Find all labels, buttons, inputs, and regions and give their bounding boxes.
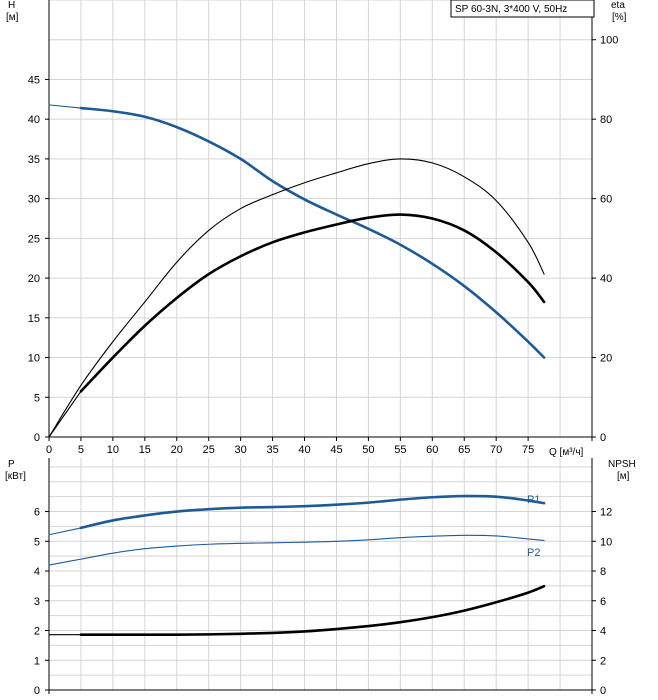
h-tick-label: 0 — [34, 432, 40, 444]
p-tick-label: 4 — [34, 566, 40, 578]
x-tick-label: 55 — [394, 444, 406, 456]
p-tick-label: 0 — [34, 685, 40, 697]
labels: 0 5 10 15 20 25 30 35 40 45 50 55 60 65 70 750510152025… — [28, 35, 619, 697]
curves — [48, 104, 546, 637]
h-tick-label: 10 — [28, 353, 40, 365]
h-axis-unit: [м] — [6, 12, 19, 23]
eta-tick-label: 60 — [600, 194, 612, 206]
x-tick-label: 0 — [46, 444, 52, 456]
axes — [45, 0, 596, 694]
eta-tick-label: 100 — [600, 35, 618, 47]
x-tick-label: 30 — [235, 444, 247, 456]
npsh-tick-label: 12 — [600, 507, 612, 519]
q-axis-title: Q [м³/ч] — [549, 447, 584, 458]
x-tick-label: 15 — [139, 444, 151, 456]
h-curve-thin — [48, 104, 82, 109]
npsh-axis-title: NPSH — [608, 459, 636, 470]
eta-axis-unit: [%] — [612, 12, 627, 23]
p1-curve-thick — [79, 494, 546, 530]
npsh-tick-label: 6 — [600, 596, 606, 608]
npsh-tick-label: 4 — [600, 626, 606, 638]
h-tick-label: 40 — [28, 114, 40, 126]
npsh-tick-label: 2 — [600, 655, 606, 667]
eta-curve-thin — [48, 158, 545, 438]
p2-curve-thin — [48, 534, 545, 566]
x-tick-label: 20 — [171, 444, 183, 456]
h-tick-label: 5 — [34, 392, 40, 404]
legend-text: SP 60-3N, 3*400 V, 50Hz — [455, 4, 567, 15]
npsh-axis-unit: [м] — [617, 471, 630, 482]
legend-box — [450, 0, 595, 18]
h-tick-label: 45 — [28, 74, 40, 86]
x-tick-label: 10 — [107, 444, 119, 456]
p1-curve-thin — [48, 527, 82, 536]
legend: SP 60-3N, 3*400 V, 50Hz — [450, 0, 595, 18]
npsh-tick-label: 0 — [600, 685, 606, 697]
npsh-tick-label: 10 — [600, 536, 612, 548]
h-tick-label: 30 — [28, 194, 40, 206]
h-axis-title: H — [8, 0, 15, 11]
h-tick-label: 25 — [28, 233, 40, 245]
x-tick-label: 35 — [266, 444, 278, 456]
p1-series-label: P1 — [527, 494, 540, 506]
x-tick-label: 75 — [522, 444, 534, 456]
eta-axis-title: eta — [611, 0, 625, 11]
eta-tick-label: 40 — [600, 273, 612, 285]
p-tick-label: 6 — [34, 507, 40, 519]
x-tick-label: 65 — [458, 444, 470, 456]
h-tick-label: 15 — [28, 313, 40, 325]
p-axis-unit: [кВт] — [5, 471, 26, 482]
p-axis-title: P — [8, 459, 15, 470]
eta-curve-thick — [79, 213, 546, 393]
x-tick-label: 50 — [362, 444, 374, 456]
npsh-tick-label: 8 — [600, 566, 606, 578]
eta-tick-label: 80 — [600, 114, 612, 126]
grid — [49, 0, 593, 690]
p-tick-label: 3 — [34, 596, 40, 608]
x-tick-label: 40 — [298, 444, 310, 456]
h-tick-label: 35 — [28, 154, 40, 166]
npsh-curve-thick — [79, 584, 546, 637]
x-tick-label: 60 — [426, 444, 438, 456]
h-tick-label: 20 — [28, 273, 40, 285]
p-tick-label: 1 — [34, 655, 40, 667]
eta-tick-label: 0 — [600, 432, 606, 444]
x-tick-label: 5 — [78, 444, 84, 456]
p-tick-label: 5 — [34, 536, 40, 548]
eta-curve-thin — [48, 390, 82, 438]
eta-tick-label: 20 — [600, 353, 612, 365]
p2-series-label: P2 — [527, 547, 540, 559]
h-curve-thick — [79, 106, 546, 359]
x-tick-label: 45 — [330, 444, 342, 456]
p-tick-label: 2 — [34, 626, 40, 638]
x-tick-label: 70 — [490, 444, 502, 456]
x-tick-label: 25 — [203, 444, 215, 456]
